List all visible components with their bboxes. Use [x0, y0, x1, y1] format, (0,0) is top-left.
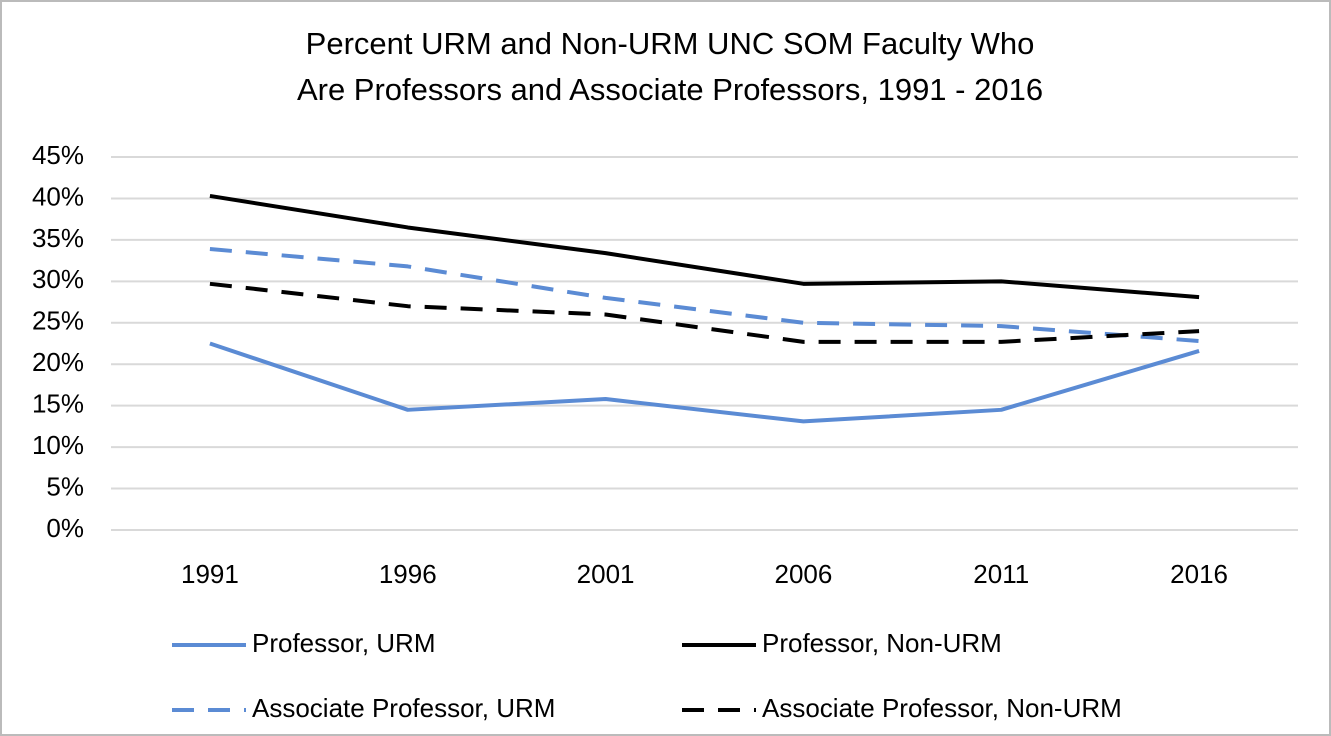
y-tick-label: 35% — [32, 223, 84, 253]
series-line — [209, 281, 1200, 344]
series-line — [209, 247, 1200, 344]
y-tick-label: 10% — [32, 430, 84, 460]
x-tick-label: 1991 — [181, 559, 239, 589]
y-tick-label: 15% — [32, 389, 84, 419]
y-tick-label: 30% — [32, 264, 84, 294]
y-tick-label: 40% — [32, 181, 84, 211]
y-tick-label: 20% — [32, 347, 84, 377]
x-tick-label: 2011 — [973, 559, 1029, 589]
chart-title: Percent URM and Non-URM UNC SOM Faculty … — [306, 26, 1035, 61]
y-tick-label: 0% — [46, 513, 84, 543]
chart-title: Are Professors and Associate Professors,… — [297, 72, 1043, 107]
y-tick-label: 5% — [46, 471, 84, 501]
x-tick-label: 1996 — [379, 559, 437, 589]
y-tick-label: 25% — [32, 306, 84, 336]
x-tick-label: 2001 — [577, 559, 635, 589]
x-tick-label: 2006 — [774, 559, 832, 589]
legend-label: Professor, Non-URM — [762, 628, 1002, 658]
series-line — [209, 341, 1200, 424]
legend-label: Associate Professor, Non-URM — [762, 693, 1122, 723]
series-line — [209, 193, 1200, 300]
y-tick-label: 45% — [32, 140, 84, 170]
legend-label: Professor, URM — [252, 628, 436, 658]
legend-label: Associate Professor, URM — [252, 693, 555, 723]
x-tick-label: 2016 — [1170, 559, 1228, 589]
